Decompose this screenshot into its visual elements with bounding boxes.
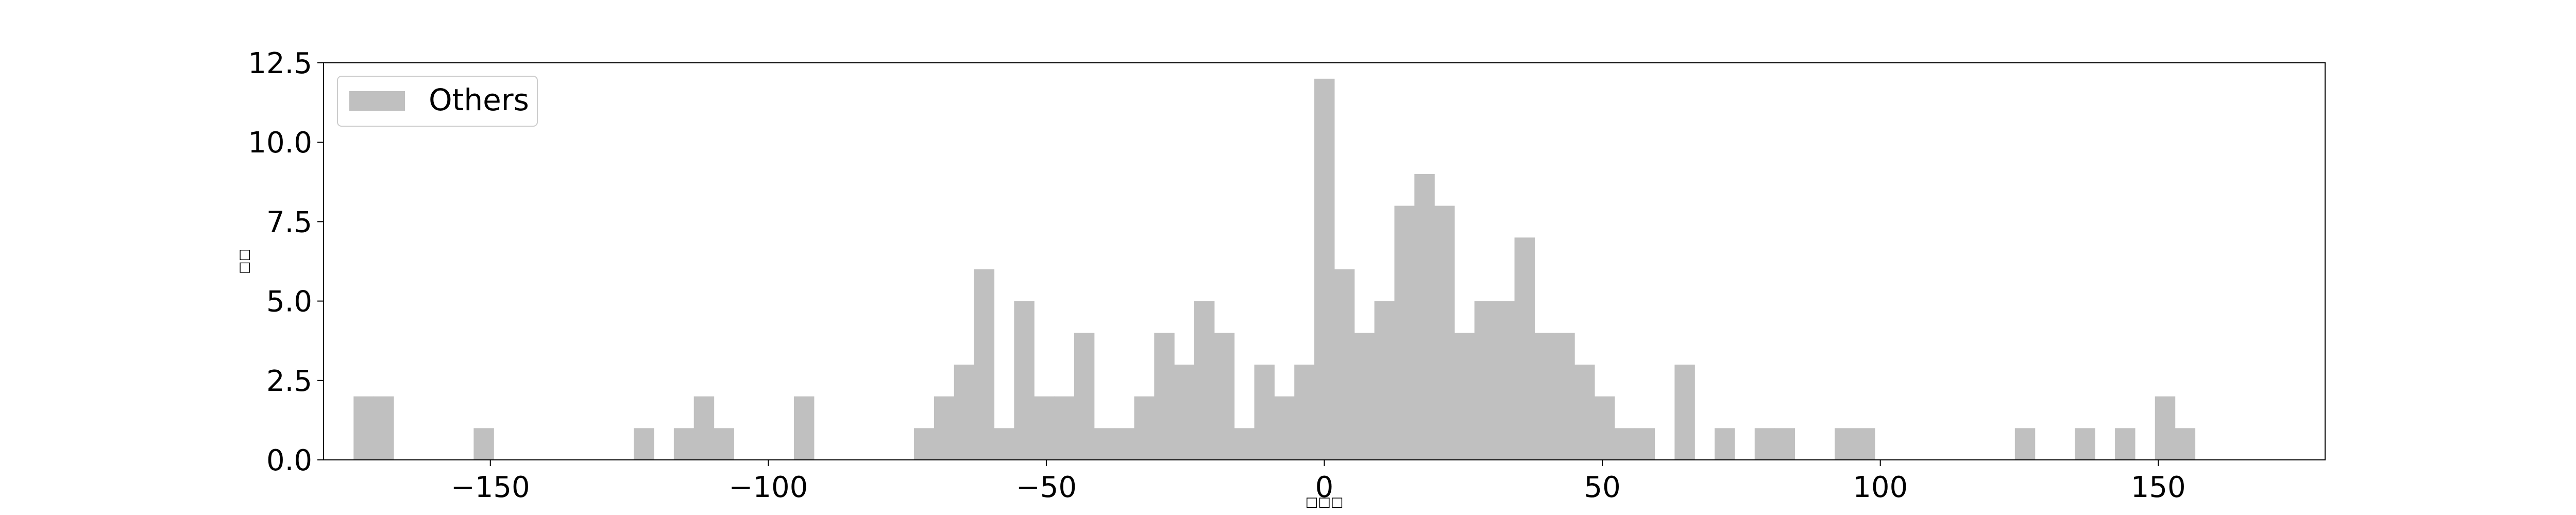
y-axis: 0.0 2.5 5.0 7.5 10.0 12.5: [248, 47, 324, 477]
histogram-bar: [2175, 428, 2196, 460]
histogram-bar: [1754, 428, 1775, 460]
y-tick-label: 12.5: [248, 47, 312, 80]
histogram-bar: [1074, 333, 1095, 460]
histogram-bar: [1574, 364, 1595, 460]
histogram-bar: [954, 364, 975, 460]
histogram-bar: [914, 428, 935, 460]
histogram-bar: [1254, 364, 1275, 460]
histogram-bar: [634, 428, 654, 460]
x-tick-label: 100: [1853, 471, 1908, 504]
bars-layer: [353, 78, 2196, 460]
histogram-bar: [2014, 428, 2036, 460]
x-tick-label: −150: [451, 471, 530, 504]
x-tick-label: 0: [1315, 471, 1334, 504]
histogram-bar: [1014, 301, 1035, 460]
y-axis-label: □□: [236, 249, 252, 274]
histogram-bar: [793, 396, 815, 460]
histogram-bar: [1835, 428, 1855, 460]
histogram-bar: [2075, 428, 2095, 460]
y-tick-label: 2.5: [266, 365, 312, 398]
histogram-bar: [994, 428, 1014, 460]
y-tick-label: 0.0: [266, 444, 312, 477]
histogram-bar: [1374, 301, 1395, 460]
histogram-bar: [1774, 428, 1795, 460]
x-tick-label: −50: [1016, 471, 1077, 504]
histogram-bar: [974, 269, 995, 460]
y-tick-label: 10.0: [248, 126, 312, 160]
legend-swatch: [349, 91, 405, 111]
histogram-bar: [353, 396, 374, 460]
histogram-bar: [1474, 301, 1495, 460]
histogram-bar: [1434, 205, 1455, 460]
legend-label: Others: [429, 82, 529, 117]
y-tick-label: 7.5: [266, 205, 312, 239]
histogram-bar: [693, 396, 715, 460]
histogram-bar: [1614, 428, 1635, 460]
histogram-bar: [1094, 428, 1115, 460]
histogram-bar: [1715, 428, 1735, 460]
legend: Others: [337, 76, 538, 127]
histogram-bar: [1134, 396, 1155, 460]
histogram-bar: [1114, 428, 1135, 460]
x-tick-label: 150: [2131, 471, 2186, 504]
histogram-bar: [2115, 428, 2136, 460]
histogram-bar: [1594, 396, 1615, 460]
histogram-bar: [673, 428, 694, 460]
x-tick-label: −100: [728, 471, 808, 504]
histogram-bar: [1394, 205, 1415, 460]
histogram-bar: [934, 396, 955, 460]
histogram-bar: [1554, 333, 1575, 460]
histogram-bar: [1514, 237, 1535, 460]
histogram-bar: [1154, 333, 1175, 460]
y-tick-label: 5.0: [266, 285, 312, 319]
histogram-bar: [1454, 333, 1475, 460]
histogram-bar: [1054, 396, 1075, 460]
histogram-bar: [1855, 428, 1875, 460]
histogram-bar: [374, 396, 394, 460]
histogram-bar: [1494, 301, 1515, 460]
histogram-bar: [1194, 301, 1215, 460]
histogram-bar: [1294, 364, 1315, 460]
histogram-bar: [1314, 78, 1335, 460]
histogram-bar: [473, 428, 494, 460]
histogram-bar: [714, 428, 735, 460]
histogram-bar: [2155, 396, 2176, 460]
histogram-bar: [1534, 333, 1555, 460]
histogram-bar: [1354, 333, 1375, 460]
x-tick-label: 50: [1584, 471, 1620, 504]
histogram-bar: [1214, 333, 1235, 460]
histogram-bar: [1034, 396, 1055, 460]
histogram-bar: [1274, 396, 1295, 460]
x-axis-label: □□□: [1306, 494, 1344, 510]
histogram-bar: [1674, 364, 1695, 460]
histogram-bar: [1234, 428, 1255, 460]
legend-box: [337, 76, 538, 127]
x-axis: −150 −100 −50 0 50 100 150: [451, 460, 2186, 504]
histogram-bar: [1174, 364, 1195, 460]
histogram-bar: [1414, 174, 1435, 460]
histogram-bar: [1334, 269, 1355, 460]
histogram-bar: [1634, 428, 1655, 460]
